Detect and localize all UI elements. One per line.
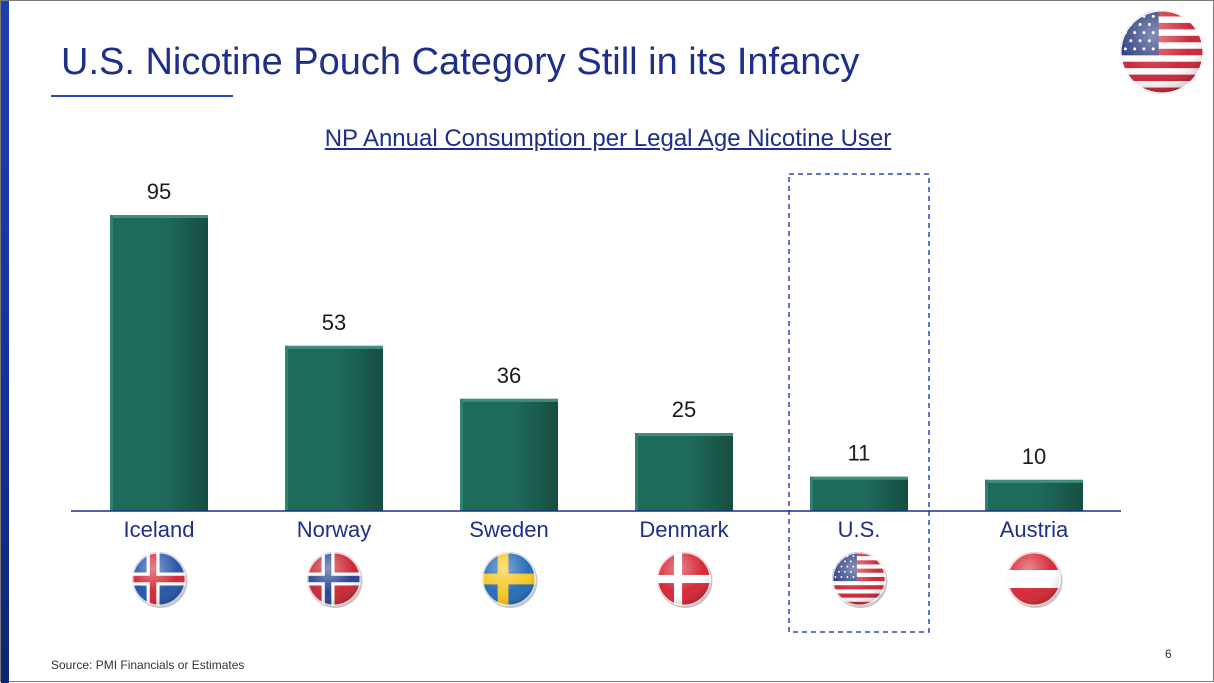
data-label: 53 <box>322 310 346 335</box>
category-label: Austria <box>1000 517 1069 542</box>
category-label: Norway <box>297 517 372 542</box>
slide-title: U.S. Nicotine Pouch Category Still in it… <box>61 41 860 83</box>
bar-left-bevel <box>110 215 113 511</box>
bar-left-bevel <box>635 433 638 511</box>
bar-top-bevel <box>110 215 208 218</box>
bar-iceland <box>110 215 208 511</box>
source-note: Source: PMI Financials or Estimates <box>51 658 245 672</box>
bar-top-bevel <box>985 479 1083 483</box>
data-label: 10 <box>1022 444 1046 469</box>
us-flag-icon <box>1120 10 1204 94</box>
bar-top-bevel <box>460 398 558 402</box>
data-label: 95 <box>147 179 171 204</box>
category-label: Iceland <box>124 517 195 542</box>
denmark-flag-icon <box>657 552 713 608</box>
data-label: 25 <box>672 397 696 422</box>
norway-flag-icon <box>307 552 363 608</box>
data-label: 11 <box>848 441 871 466</box>
bar-left-bevel <box>285 345 288 511</box>
category-label: Sweden <box>469 517 549 542</box>
category-label: Denmark <box>639 517 729 542</box>
us-flag-icon <box>832 552 888 608</box>
accent-bar <box>1 1 9 683</box>
page-number: 6 <box>1165 647 1172 661</box>
sweden-flag-icon <box>482 552 538 608</box>
bar-left-bevel <box>460 398 463 511</box>
austria-flag-icon <box>1007 552 1063 608</box>
chart-title: NP Annual Consumption per Legal Age Nico… <box>324 125 892 152</box>
bar-denmark <box>635 433 733 511</box>
bar-top-bevel <box>810 476 908 480</box>
bar-sweden <box>460 398 558 511</box>
bar-left-bevel <box>985 479 988 511</box>
bar-top-bevel <box>285 345 383 349</box>
data-label: 36 <box>497 363 521 388</box>
iceland-flag-icon <box>132 552 188 608</box>
bar-left-bevel <box>810 476 813 511</box>
bar-us <box>810 476 908 511</box>
title-underline <box>51 95 233 97</box>
highlight-box <box>788 173 930 633</box>
bar-top-bevel <box>635 433 733 437</box>
bar-austria <box>985 479 1083 511</box>
bar-norway <box>285 345 383 511</box>
category-label: U.S. <box>838 517 881 542</box>
